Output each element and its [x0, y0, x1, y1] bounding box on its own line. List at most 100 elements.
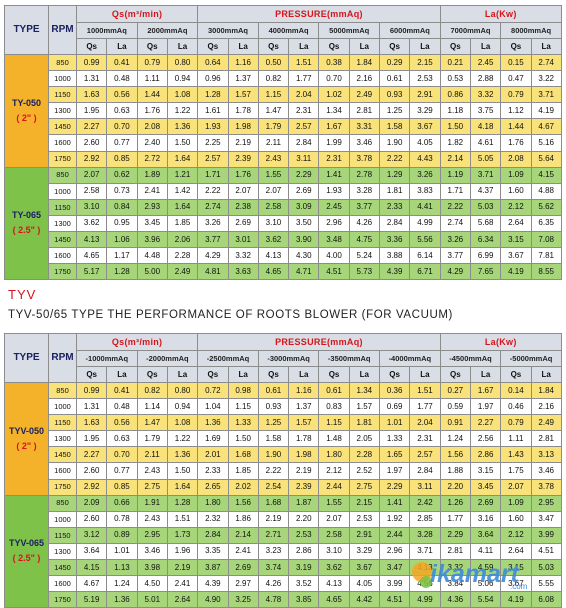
rpm-cell: 1300	[48, 430, 77, 448]
value-cell: 2.49	[348, 86, 380, 104]
value-cell: 2.57	[197, 150, 229, 168]
value-cell: 0.70	[318, 70, 350, 88]
value-cell: 1.92	[378, 510, 411, 528]
value-cell: 1.77	[439, 510, 471, 528]
value-cell: 1.85	[227, 462, 259, 480]
rpm-cell: 1600	[48, 462, 77, 480]
value-cell: 3.78	[348, 150, 380, 168]
value-cell: 2.04	[409, 414, 441, 432]
table-row: 1450 4.13 1.06 3.96 2.06 3.77 3.01 3.62 3.90 3.48…	[5, 231, 562, 249]
value-cell: 1.22	[166, 430, 199, 448]
value-cell: 2.29	[378, 478, 411, 496]
value-cell: 0.56	[106, 414, 138, 432]
value-cell: 2.53	[348, 510, 380, 528]
value-cell: 1.64	[166, 150, 199, 168]
rpm-cell: 1300	[48, 102, 77, 120]
value-cell: 1.17	[106, 247, 138, 265]
model-size: ( 2" )	[16, 440, 37, 451]
table-row: 1300 3.64 1.01 3.46 1.96 3.35 2.41 3.23 2.86 3.10…	[5, 542, 562, 561]
value-cell: 8.55	[530, 263, 562, 281]
value-cell: 2.05	[348, 430, 380, 448]
value-cell: 1.15	[227, 398, 259, 416]
value-cell: 3.15	[500, 559, 532, 577]
value-cell: 2.56	[469, 430, 502, 448]
value-cell: 1.51	[166, 510, 199, 528]
value-cell: 1.50	[439, 118, 471, 136]
pressure-level-header: -2000mmAq	[136, 350, 199, 367]
value-cell: 3.12	[75, 526, 108, 544]
la-column-header: La	[106, 38, 138, 55]
value-cell: 2.22	[257, 462, 290, 480]
value-cell: 2.60	[75, 462, 108, 480]
table-row: TYV-050 ( 2" ) 850 0.99 0.41 0.82 0.80 0.72 0.98…	[4, 381, 562, 496]
value-cell: 2.69	[227, 559, 259, 577]
value-cell: 0.27	[439, 381, 471, 400]
value-cell: 3.31	[348, 118, 380, 136]
qs-column-header: Qs	[75, 366, 108, 383]
value-cell: 2.28	[166, 247, 199, 265]
value-cell: 0.79	[136, 53, 168, 72]
value-cell: 0.59	[439, 398, 471, 416]
value-cell: 1.58	[378, 118, 411, 136]
value-cell: 1.50	[227, 430, 259, 448]
value-cell: 2.20	[439, 478, 471, 496]
pressure-level-header: 4000mmAq	[257, 22, 320, 39]
value-cell: 1.08	[166, 86, 199, 104]
value-cell: 2.12	[500, 526, 532, 544]
value-cell: 5.00	[136, 263, 168, 281]
value-cell: 0.83	[318, 398, 350, 416]
value-cell: 0.63	[106, 430, 138, 448]
value-cell: 3.62	[318, 559, 350, 577]
value-cell: 1.15	[257, 86, 290, 104]
value-cell: 2.58	[257, 198, 290, 216]
table-row: 1300 1.95 0.63 1.79 1.22 1.69 1.50 1.58 1.78 1.48…	[5, 430, 562, 448]
value-cell: 3.26	[439, 231, 471, 249]
la-column-header: La	[530, 38, 562, 55]
value-cell: 4.30	[288, 247, 320, 265]
value-cell: 3.98	[136, 559, 168, 577]
value-cell: 0.29	[378, 53, 411, 72]
value-cell: 0.66	[106, 494, 138, 512]
value-cell: 1.75	[500, 462, 532, 480]
value-cell: 4.26	[348, 214, 380, 233]
value-cell: 1.14	[136, 398, 168, 416]
value-cell: 0.85	[106, 478, 138, 496]
qs-column-header: Qs	[378, 38, 411, 55]
value-cell: 3.11	[409, 478, 441, 496]
value-cell: 5.56	[409, 231, 441, 249]
value-cell: 0.77	[106, 462, 138, 480]
value-cell: 1.67	[469, 381, 502, 400]
rpm-cell: 1600	[48, 575, 77, 593]
value-cell: 3.10	[75, 198, 108, 216]
pressure-level-header: -5000mmAq	[500, 350, 562, 367]
pressure-level-header: -4000mmAq	[378, 350, 441, 367]
rpm-cell: 1450	[48, 118, 77, 136]
value-cell: 2.07	[318, 510, 350, 528]
value-cell: 2.41	[166, 575, 199, 593]
value-cell: 2.19	[288, 462, 320, 480]
value-cell: 2.28	[348, 446, 380, 464]
value-cell: 1.98	[227, 118, 259, 136]
rpm-header: RPM	[48, 333, 77, 383]
value-cell: 3.46	[136, 542, 168, 561]
value-cell: 2.15	[348, 494, 380, 512]
value-cell: 1.55	[318, 494, 350, 512]
pressure-level-header: -1000mmAq	[76, 350, 138, 367]
model-cell: TYV-050 ( 2" )	[4, 382, 49, 496]
table-row: 1000 2.58 0.73 2.41 1.42 2.22 2.07 2.07 2.69 1.93…	[5, 182, 562, 200]
rpm-cell: 1600	[48, 247, 77, 265]
rpm-cell: 1150	[48, 86, 77, 104]
value-cell: 2.74	[530, 53, 562, 72]
value-cell: 3.35	[197, 542, 229, 561]
value-cell: 4.65	[75, 247, 108, 265]
value-cell: 3.50	[288, 214, 320, 233]
value-cell: 1.44	[500, 118, 532, 136]
value-cell: 2.33	[378, 198, 411, 216]
value-cell: 1.16	[227, 53, 259, 72]
value-cell: 4.13	[318, 575, 350, 593]
value-cell: 2.69	[227, 214, 259, 233]
value-cell: 1.90	[378, 134, 411, 152]
value-cell: 2.41	[227, 542, 259, 561]
value-cell: 0.85	[106, 150, 138, 168]
value-cell: 1.33	[378, 430, 411, 448]
